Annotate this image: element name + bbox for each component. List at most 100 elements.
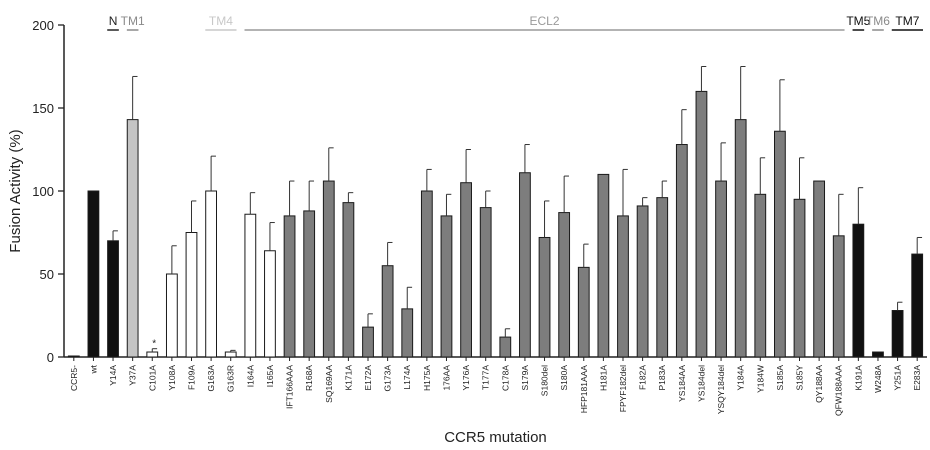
x-tick-label: G163R [226,365,236,392]
x-tick-label: QY188AA [814,365,824,403]
bars: * [67,66,924,358]
x-tick-label: IFT166AAA [285,365,295,409]
bar-S180del [538,236,551,358]
x-tick-label: QFW188AAA [834,365,844,416]
x-tick-label: Y184A [736,365,746,391]
bar-Y37A [126,119,139,358]
bar-Y184A [734,119,747,358]
x-tick-label: Y184W [755,365,765,393]
bar-I165A [264,250,276,358]
bar-176AA [440,215,453,358]
x-tick-label: YSQY184del [716,365,726,414]
bar-P183A [656,197,669,358]
x-tick-label: YS184del [696,365,706,402]
x-tick-label: I165A [265,365,275,388]
bar-G173A [381,265,394,358]
x-tick-label: CCR5- [69,365,79,391]
bar-E283A [911,253,924,358]
bar-L174A [401,308,414,358]
y-tick-label: 0 [47,350,54,365]
x-tick-label: G173A [383,365,393,392]
x-tick-label: Y37A [128,365,138,386]
bar-S179A [519,172,531,358]
x-tick-label: C178A [500,365,510,391]
bar-C178A [499,336,512,358]
bar-SQ169AA [322,180,335,358]
x-tick-label: wt [88,364,98,374]
bar-H175A [420,190,433,358]
x-tick-label: S185Y [795,365,805,391]
bar-I164A [244,213,257,358]
bar-YS184del [695,90,708,358]
x-tick-label: S180A [559,365,569,391]
x-tick-label: YS184AA [677,365,687,402]
bar-YSQY184del [715,180,727,358]
x-tick-label: FPYF182del [618,365,628,412]
region-label-tm1: TM1 [121,14,145,28]
region-label-tm6: TM6 [866,14,890,28]
bar-C101A [146,351,159,358]
x-tick-label: G163A [206,365,216,392]
bar-W248A [872,351,884,358]
x-tick-label: Y14A [108,365,118,386]
region-label-tm5: TM5 [846,14,870,28]
x-axis-title: CCR5 mutation [444,429,547,446]
y-tick-label: 200 [32,18,54,33]
bar-wt [87,190,100,358]
x-tick-label: F109A [186,365,196,390]
bar-G163R [224,351,237,358]
region-label-tm4: TM4 [209,14,233,28]
y-tick-label: 150 [32,101,54,116]
bar-Y184W [754,193,767,358]
x-tick-label: H181A [598,365,608,391]
x-tick-label: S180del [540,365,550,396]
bar-E172A [362,326,374,358]
bar-S185A [774,130,786,358]
bar-IFT166AAA [283,215,296,358]
bar-QY188AA [813,180,826,358]
x-tick-label: S179A [520,365,530,391]
bar-QFW188AAA [832,235,845,358]
x-tick-label: Y251A [893,365,903,391]
bar-R168A [303,210,316,358]
x-tick-label: Y108A [167,365,177,391]
annotation-C101A: * [152,339,156,350]
x-tick-label: 176AA [441,365,451,391]
bar-Y108A [165,273,178,358]
x-tick-label: Y176A [461,365,471,391]
y-axis-title: Fusion Activity (%) [7,129,24,252]
x-tick-label: R168A [304,365,314,391]
bar-Y251A [891,310,904,358]
bar-T177A [479,207,492,358]
x-tick-label: HFP181AAA [579,365,589,414]
bar-CCR5- [67,355,80,358]
x-tick-label: T177A [481,365,491,390]
x-tick-label: L174A [402,365,412,390]
x-tick-label: C101A [147,365,157,391]
x-tick-label: SQ169AA [324,365,334,403]
bar-K191A [852,223,865,358]
bar-Y14A [107,240,119,358]
region-label-ecl2: ECL2 [530,14,560,28]
region-label-tm7: TM7 [895,14,919,28]
x-tick-label: P183A [657,365,667,391]
bar-S185Y [793,198,806,358]
x-tick-label: S185A [775,365,785,391]
bar-Y176A [460,182,472,358]
y-tick-label: 100 [32,184,54,199]
bar-F182A [636,205,649,358]
y-axis-ticks: 0 50 100 150 200 [32,18,64,365]
x-tick-label: W248A [873,365,883,393]
x-tick-label: K171A [343,365,353,391]
bar-H181A [597,173,610,358]
x-tick-label: H175A [422,365,432,391]
bar-YS184AA [675,144,688,358]
bar-G163A [205,190,218,358]
bar-HFP181AAA [577,266,590,358]
y-tick-label: 50 [40,267,54,282]
bar-S180A [558,212,571,358]
x-tick-label: E283A [912,365,922,391]
x-tick-label: E172A [363,365,373,391]
x-tick-label: K191A [853,365,863,391]
